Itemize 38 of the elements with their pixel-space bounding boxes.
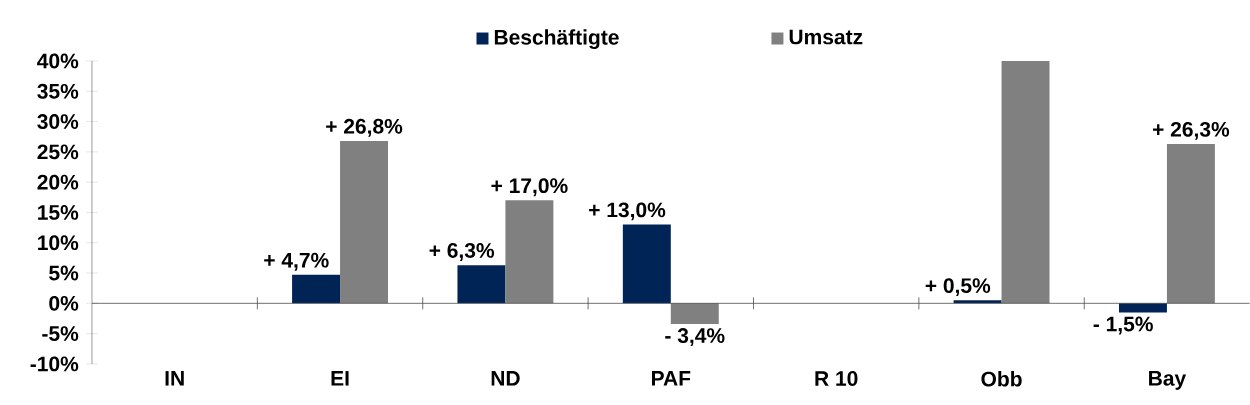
y-tick-label: 10% <box>38 235 79 251</box>
x-tick-label: R 10 <box>815 371 858 387</box>
y-tick-label: 35% <box>37 83 79 99</box>
data-label: + 26,3% <box>1152 121 1230 140</box>
y-tick-label: -10% <box>30 356 79 372</box>
x-tick-label: IN <box>165 371 184 386</box>
legend-label: Beschäftigte <box>494 29 619 50</box>
x-tick-label: PAF <box>651 371 691 386</box>
bar <box>622 224 671 304</box>
data-label: + 26,8% <box>326 118 403 137</box>
data-label: + 0,5% <box>925 278 991 297</box>
bar <box>670 303 719 324</box>
bar <box>457 265 506 304</box>
y-tick-label: -5% <box>42 326 79 342</box>
y-tick-label: 40% <box>37 53 79 69</box>
bar <box>340 141 388 304</box>
bar <box>1001 61 1050 304</box>
x-tick-label: Obb <box>981 371 1022 387</box>
bar <box>505 200 554 304</box>
x-tick-label: Bay <box>1149 371 1187 390</box>
bar <box>292 274 341 304</box>
bar <box>1166 144 1215 304</box>
x-tick-label: EI <box>331 371 349 386</box>
y-tick-label: 0% <box>49 295 79 311</box>
y-tick-label: 5% <box>49 265 79 281</box>
data-label: + 6,3% <box>429 243 495 261</box>
y-tick-label: 20% <box>37 174 79 190</box>
y-tick-label: 25% <box>37 144 79 160</box>
y-tick-label: 30% <box>37 114 79 130</box>
bar <box>953 300 1002 304</box>
data-label: + 17,0% <box>491 178 568 197</box>
data-label: + 4,7% <box>264 252 329 271</box>
data-label: - 1,5% <box>1093 316 1153 335</box>
legend-label: Umsatz <box>789 29 863 45</box>
x-tick-label: ND <box>491 371 520 386</box>
data-label: - 3,4% <box>665 328 725 347</box>
data-label: + 13,0% <box>589 202 666 221</box>
y-tick-label: 15% <box>38 205 79 220</box>
